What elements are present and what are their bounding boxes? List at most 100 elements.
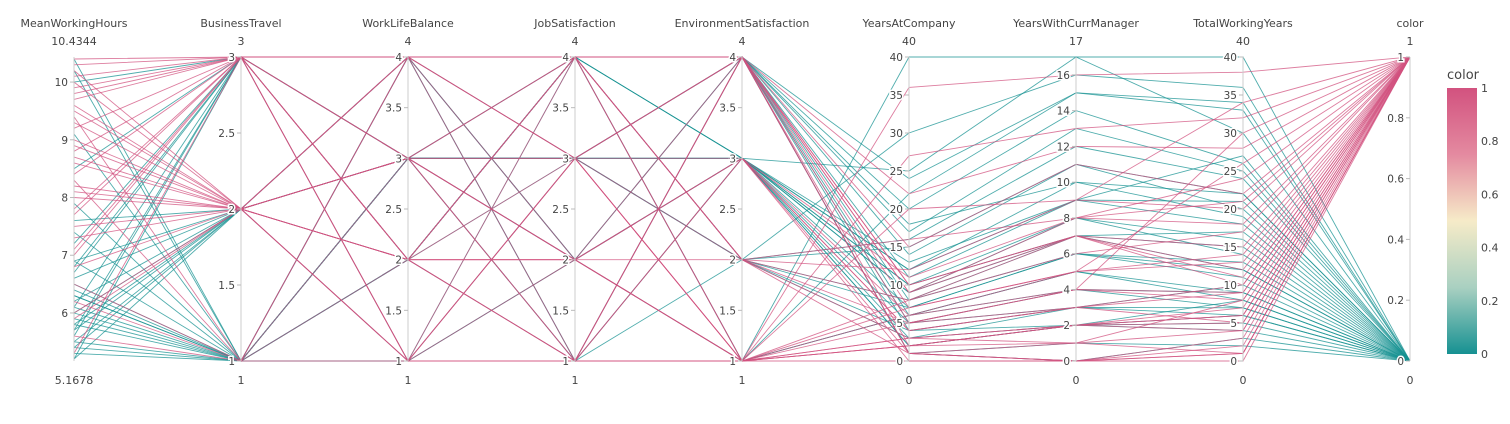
tick-label: 4 [562, 52, 569, 64]
tick-label: 5 [896, 318, 903, 330]
tick-label: 1 [729, 356, 736, 368]
axis-title: YearsWithCurrManager [1012, 17, 1139, 30]
axis-max-label: 4 [405, 35, 412, 48]
tick-label: 30 [890, 128, 903, 140]
tick-label: 4 [1063, 284, 1070, 296]
tick-label: 0.8 [1387, 113, 1404, 125]
colorbar: color 0 0.2 0.4 0.6 0.8 1 [1447, 68, 1499, 361]
axis-min-label: 0 [1407, 374, 1414, 387]
tick-label: 1 [562, 356, 569, 368]
axis-title: BusinessTravel [200, 17, 281, 30]
axis-max-label: 4 [739, 35, 746, 48]
axis-min-label: 0 [1073, 374, 1080, 387]
tick-label: 8 [61, 193, 68, 205]
axis-title: JobSatisfaction [533, 17, 616, 30]
axis-MeanWorkingHours: 6 7 8 9 10 MeanWorkingHours 10.4344 5.1678 [20, 17, 127, 387]
tick-label: 2.5 [218, 128, 235, 140]
axis-max-label: 40 [1236, 35, 1250, 48]
tick-label: 3.5 [719, 103, 736, 115]
axis-EnvironmentSatisfaction: 1 1.5 2 2.5 3 3.5 4 EnvironmentSatisfaction 4 1 [675, 17, 810, 387]
tick-label: 35 [1224, 90, 1237, 102]
axis-max-label: 40 [902, 35, 916, 48]
tick-label: 0.2 [1387, 295, 1404, 307]
tick-label: 0.4 [1387, 234, 1404, 246]
tick-label: 10 [1224, 280, 1237, 292]
tick-label: 3 [228, 52, 235, 64]
tick-label: 3 [562, 153, 569, 165]
tick-label: 4 [395, 52, 402, 64]
tick-label: 2 [562, 255, 569, 267]
axis-min-label: 1 [572, 374, 579, 387]
tick-label: 14 [1057, 106, 1071, 118]
axis-YearsAtCompany: 0 5 10 15 20 25 30 35 40 YearsAtCompany 40 0 [862, 17, 956, 387]
tick-label: 20 [890, 204, 903, 216]
tick-label: 4 [729, 52, 736, 64]
tick-label: 2.5 [719, 204, 736, 216]
tick-label: 3 [395, 153, 402, 165]
tick-label: 2.5 [552, 204, 569, 216]
axis-min-label: 1 [405, 374, 412, 387]
tick-label: 1 [1397, 52, 1404, 64]
tick-label: 3 [729, 153, 736, 165]
tick-label: 2 [228, 204, 235, 216]
tick-label: 35 [890, 90, 903, 102]
tick-label: 30 [1224, 128, 1237, 140]
colorbar-title: color [1447, 68, 1480, 83]
axis-title: TotalWorkingYears [1192, 17, 1293, 30]
tick-label: 1.5 [218, 280, 235, 292]
tick-label: 20 [1224, 204, 1237, 216]
axes-layer: 678910MeanWorkingHours10.43445.167811.52… [20, 17, 1424, 387]
tick-label: 10 [55, 77, 68, 89]
axis-BusinessTravel: 1 1.5 2 2.5 3 BusinessTravel 3 1 [200, 17, 281, 387]
axis-JobSatisfaction: 1 1.5 2 2.5 3 3.5 4 JobSatisfaction 4 1 [533, 17, 616, 387]
tick-label: 5 [1230, 318, 1237, 330]
axis-title: color [1396, 17, 1424, 30]
tick-label: 0.6 [1387, 174, 1404, 186]
axis-min-label: 0 [1240, 374, 1247, 387]
tick-label: 1.5 [552, 305, 569, 317]
colorbar-tick-label: 0.4 [1481, 242, 1499, 255]
tick-label: 3.5 [552, 103, 569, 115]
axis-WorkLifeBalance: 1 1.5 2 2.5 3 3.5 4 WorkLifeBalance 4 1 [362, 17, 454, 387]
tick-label: 0 [1397, 356, 1404, 368]
tick-label: 2.5 [385, 204, 402, 216]
colorbar-tick-label: 0.6 [1481, 188, 1499, 201]
tick-label: 15 [1224, 242, 1237, 254]
axis-max-label: 10.4344 [51, 35, 97, 48]
tick-label: 16 [1057, 70, 1071, 82]
tick-label: 10 [890, 280, 903, 292]
axis-title: EnvironmentSatisfaction [675, 17, 810, 30]
axis-max-label: 3 [238, 35, 245, 48]
tick-label: 6 [1063, 249, 1070, 261]
axis-title: WorkLifeBalance [362, 17, 454, 30]
axis-min-label: 1 [739, 374, 746, 387]
tick-label: 40 [890, 52, 903, 64]
tick-label: 0 [896, 356, 903, 368]
colorbar-tick-label: 0.8 [1481, 135, 1499, 148]
tick-label: 7 [61, 250, 68, 262]
tick-label: 12 [1057, 141, 1070, 153]
axis-color: 0 0.2 0.4 0.6 0.8 1 color 1 0 [1386, 17, 1424, 387]
tick-label: 0 [1230, 356, 1237, 368]
tick-label: 25 [890, 166, 903, 178]
tick-label: 3.5 [385, 103, 402, 115]
tick-label: 0 [1063, 356, 1070, 368]
tick-label: 1.5 [719, 305, 736, 317]
tick-label: 6 [61, 308, 68, 320]
tick-label: 40 [1224, 52, 1237, 64]
tick-label: 2 [729, 255, 736, 267]
tick-label: 2 [395, 255, 402, 267]
tick-label: 1 [395, 356, 402, 368]
axis-title: YearsAtCompany [862, 17, 956, 30]
tick-label: 1.5 [385, 305, 402, 317]
tick-label: 2 [1063, 320, 1070, 332]
axis-min-label: 5.1678 [55, 374, 94, 387]
tick-label: 25 [1224, 166, 1237, 178]
colorbar-gradient [1447, 88, 1477, 354]
tick-label: 9 [61, 135, 68, 147]
axis-max-label: 17 [1069, 35, 1083, 48]
axis-max-label: 1 [1407, 35, 1414, 48]
colorbar-tick-label: 1 [1481, 82, 1488, 95]
axis-max-label: 4 [572, 35, 579, 48]
